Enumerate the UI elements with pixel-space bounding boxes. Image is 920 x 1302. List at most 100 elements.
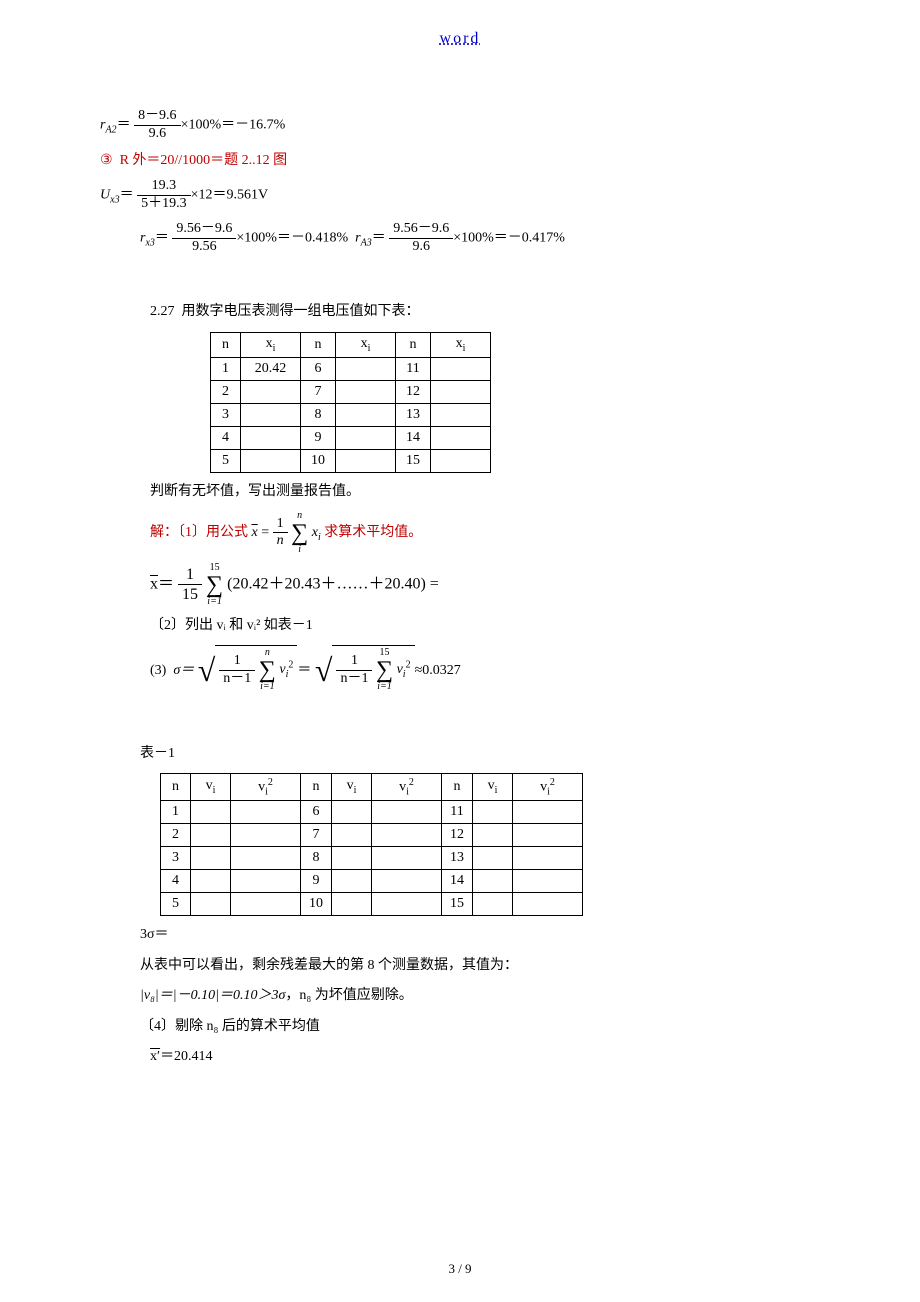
table-cell: 10	[301, 893, 332, 916]
table-cell: 13	[396, 403, 431, 426]
residual-table: nvivi2nvivi2nvivi2 161127123813491451015	[160, 773, 583, 916]
table-header: vi	[332, 773, 372, 800]
table-row: 4 9 14	[211, 426, 491, 449]
table-header: vi	[191, 773, 231, 800]
table-cell	[191, 801, 231, 824]
table-cell	[191, 870, 231, 893]
table-cell	[336, 449, 396, 472]
table-cell	[513, 801, 583, 824]
table-row: 1611	[161, 801, 583, 824]
table-row: 2712	[211, 380, 491, 403]
table-row: 2712	[161, 824, 583, 847]
voltage-table: nxinxinxi 120.4261127123813491451015	[210, 332, 491, 473]
table-header: n	[396, 332, 431, 357]
table-cell: 6	[301, 801, 332, 824]
table-cell	[372, 847, 442, 870]
step4: 〔4〕剔除 n₈ 后的算术平均值	[140, 1016, 820, 1038]
table-cell: 1	[211, 357, 241, 380]
table-cell	[231, 847, 301, 870]
header-link[interactable]: word	[100, 30, 820, 48]
table-cell	[431, 426, 491, 449]
table-cell: 3	[161, 847, 191, 870]
eq-rA2: rA2＝ 8－9.6 9.6 ×100%＝－16.7%	[100, 108, 820, 143]
table-cell: 12	[442, 824, 473, 847]
table-cell	[332, 824, 372, 847]
table-cell	[332, 801, 372, 824]
table-header: n	[161, 773, 191, 800]
table-row: 5 10 15	[161, 893, 583, 916]
note-3: ③ R 外＝20//1000＝题 2..12 图	[100, 151, 820, 171]
table-cell	[336, 403, 396, 426]
solution-step3: (3) σ＝ √ 1n－1 n∑i=1 vi2 ＝ √ 1n－1 15∑i=1 …	[150, 645, 820, 696]
table-row: 4914	[161, 870, 583, 893]
table-cell: 11	[442, 801, 473, 824]
table-cell	[332, 870, 372, 893]
table-cell: 15	[442, 893, 473, 916]
table-cell	[473, 801, 513, 824]
table-cell	[191, 847, 231, 870]
table-row: 51015	[211, 449, 491, 472]
mean-calc: x＝ 115 15∑i=1 (20.42＋20.43＋……＋20.40) =	[150, 563, 820, 607]
table-cell	[241, 426, 301, 449]
table-cell	[473, 870, 513, 893]
table-header: n	[301, 332, 336, 357]
table-row: 3 8 13	[211, 403, 491, 426]
table-header: n	[211, 332, 241, 357]
table-cell	[473, 824, 513, 847]
table-cell: 20.42	[241, 357, 301, 380]
table-header: vi2	[372, 773, 442, 800]
table-cell: 5	[211, 449, 241, 472]
table-cell: 2	[211, 380, 241, 403]
judge-text: 判断有无坏值，写出测量报告值。	[150, 481, 820, 503]
table-cell: 4	[161, 870, 191, 893]
table-cell	[241, 449, 301, 472]
table-header: n	[442, 773, 473, 800]
table-cell	[372, 801, 442, 824]
table-cell	[431, 449, 491, 472]
table-cell: 13	[442, 847, 473, 870]
table-cell	[231, 801, 301, 824]
table-cell: 14	[396, 426, 431, 449]
table-cell: 6	[301, 357, 336, 380]
table-cell	[336, 426, 396, 449]
table-cell	[241, 380, 301, 403]
table-cell: 3	[211, 403, 241, 426]
table-cell	[332, 893, 372, 916]
xprime: x′＝20.414	[150, 1046, 820, 1068]
table-header: vi	[473, 773, 513, 800]
eq-Ux3: Ux3＝ 19.35＋19.3×12＝9.561V	[100, 178, 820, 213]
table-cell: 4	[211, 426, 241, 449]
table-cell	[336, 357, 396, 380]
table-cell	[241, 403, 301, 426]
table-cell	[431, 357, 491, 380]
table-cell	[372, 824, 442, 847]
table-cell	[231, 893, 301, 916]
solution-step2: 〔2〕列出 vᵢ 和 vᵢ² 如表－1	[150, 615, 820, 637]
table-cell: 10	[301, 449, 336, 472]
table-cell: 8	[301, 403, 336, 426]
solution-step1: 解：〔1〕用公式 x = 1n n∑i xi 求算术平均值。	[150, 511, 820, 555]
table-header: xi	[241, 332, 301, 357]
table-cell	[372, 870, 442, 893]
table-cell	[513, 824, 583, 847]
table-cell	[473, 847, 513, 870]
table-cell	[513, 847, 583, 870]
table-cell	[513, 870, 583, 893]
sigma3: 3σ＝	[140, 924, 820, 946]
residual-text: 从表中可以看出，剩余残差最大的第 8 个测量数据，其值为：	[140, 955, 820, 977]
table-cell	[191, 893, 231, 916]
table-cell: 5	[161, 893, 191, 916]
table-cell: 8	[301, 847, 332, 870]
table-cell: 9	[301, 426, 336, 449]
table-header: vi2	[513, 773, 583, 800]
table-header: xi	[431, 332, 491, 357]
table-cell	[231, 870, 301, 893]
table-cell	[372, 893, 442, 916]
table-cell	[431, 380, 491, 403]
table-cell	[191, 824, 231, 847]
table-cell	[473, 893, 513, 916]
table-cell: 7	[301, 380, 336, 403]
eq-rx3-rA3: rx3＝ 9.56－9.69.56×100%＝－0.418% rA3＝ 9.56…	[140, 221, 820, 256]
table-cell: 2	[161, 824, 191, 847]
table-cell: 14	[442, 870, 473, 893]
